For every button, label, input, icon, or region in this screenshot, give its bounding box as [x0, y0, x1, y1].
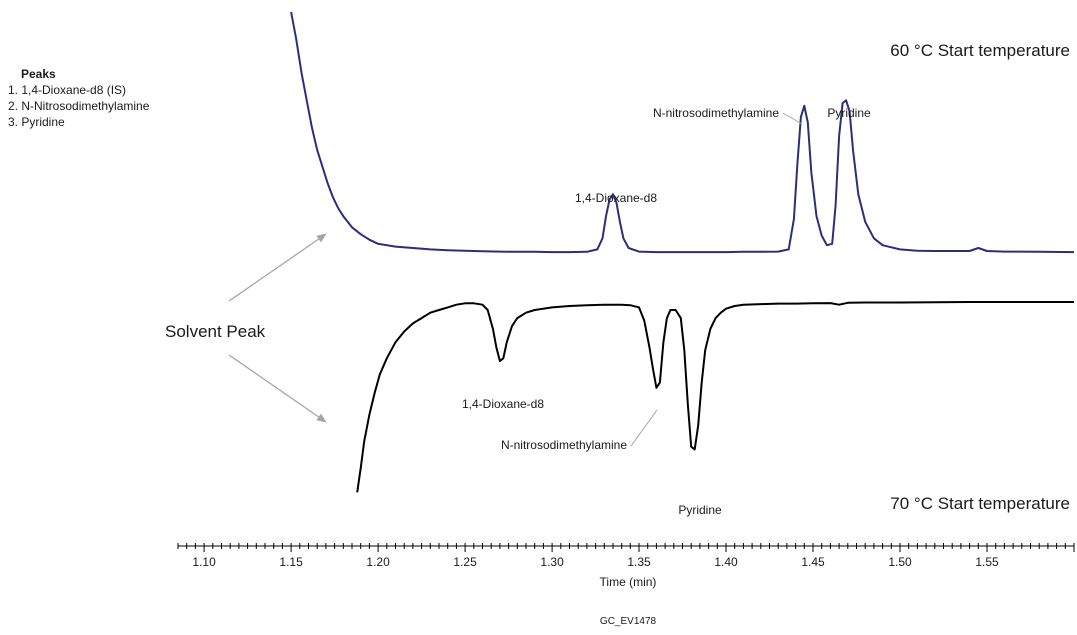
solvent-arrow-top	[228, 233, 327, 302]
series-line-60c	[290, 11, 1075, 254]
peak-label-ndma-bottom: N-nitrosodimethylamine	[501, 438, 627, 452]
x-tick-label: 1.10	[192, 555, 216, 569]
ndma-bottom-leader	[630, 409, 658, 447]
solvent-peak-label: Solvent Peak	[165, 322, 266, 341]
peaks-legend-item: 2. N-Nitrosodimethylamine	[8, 99, 150, 113]
x-tick-label: 1.55	[975, 555, 999, 569]
peaks-legend: Peaks 1. 1,4-Dioxane-d8 (IS) 2. N-Nitros…	[8, 66, 149, 130]
x-tick-label: 1.15	[279, 555, 303, 569]
solvent-arrow-bottom	[228, 354, 327, 423]
peak-label-pyridine-top: Pyridine	[827, 106, 871, 120]
peaks-legend-title: Peaks	[21, 67, 56, 81]
series-line-70c	[356, 301, 1074, 493]
peak-label-dioxane-bottom: 1,4-Dioxane-d8	[462, 397, 544, 411]
figure-code: GC_EV1478	[600, 616, 657, 627]
ndma-top-leader	[782, 112, 803, 125]
x-tick-label: 1.30	[540, 555, 564, 569]
series-label-70c: 70 °C Start temperature	[890, 494, 1070, 513]
x-tick-label: 1.45	[801, 555, 825, 569]
x-tick-label: 1.40	[714, 555, 738, 569]
peaks-legend-item: 3. Pyridine	[8, 115, 65, 129]
series-label-60c: 60 °C Start temperature	[890, 41, 1070, 60]
x-tick-label: 1.25	[453, 555, 477, 569]
x-tick-label: 1.50	[888, 555, 912, 569]
peaks-legend-list: 1. 1,4-Dioxane-d8 (IS) 2. N-Nitrosodimet…	[8, 82, 149, 130]
peak-label-pyridine-bottom: Pyridine	[678, 503, 722, 517]
x-tick-label: 1.20	[366, 555, 390, 569]
x-tick-label: 1.35	[627, 555, 651, 569]
peak-label-dioxane-top: 1,4-Dioxane-d8	[575, 191, 657, 205]
x-axis-label: Time (min)	[600, 575, 657, 589]
peaks-legend-item: 1. 1,4-Dioxane-d8 (IS)	[8, 83, 127, 97]
peak-label-ndma-top: N-nitrosodimethylamine	[653, 106, 779, 120]
